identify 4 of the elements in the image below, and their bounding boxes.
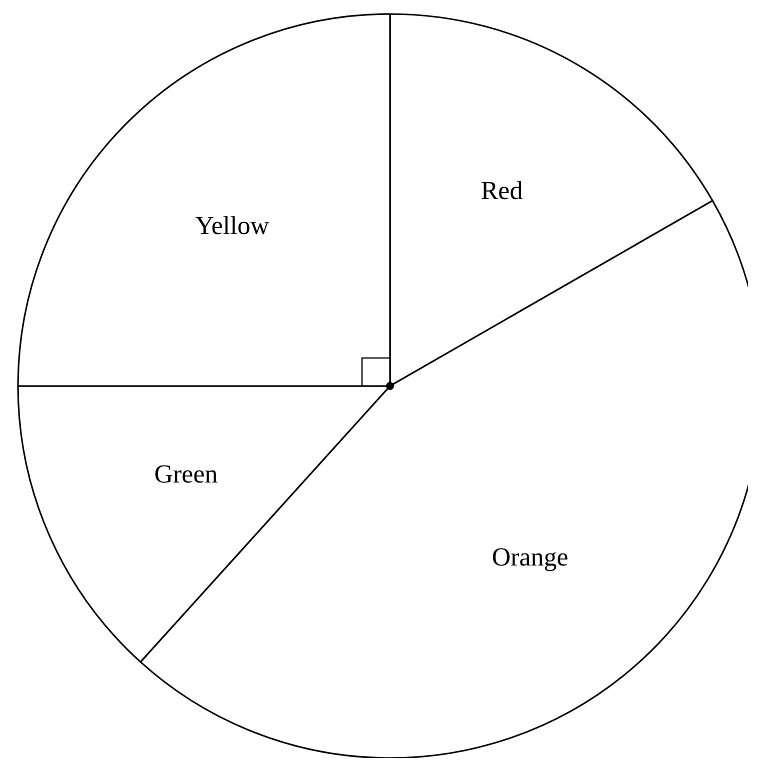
slice-label: Green: [154, 460, 218, 489]
slice-label: Red: [480, 176, 523, 205]
slice-label: Orange: [492, 542, 568, 572]
slice-label: Yellow: [195, 211, 270, 240]
